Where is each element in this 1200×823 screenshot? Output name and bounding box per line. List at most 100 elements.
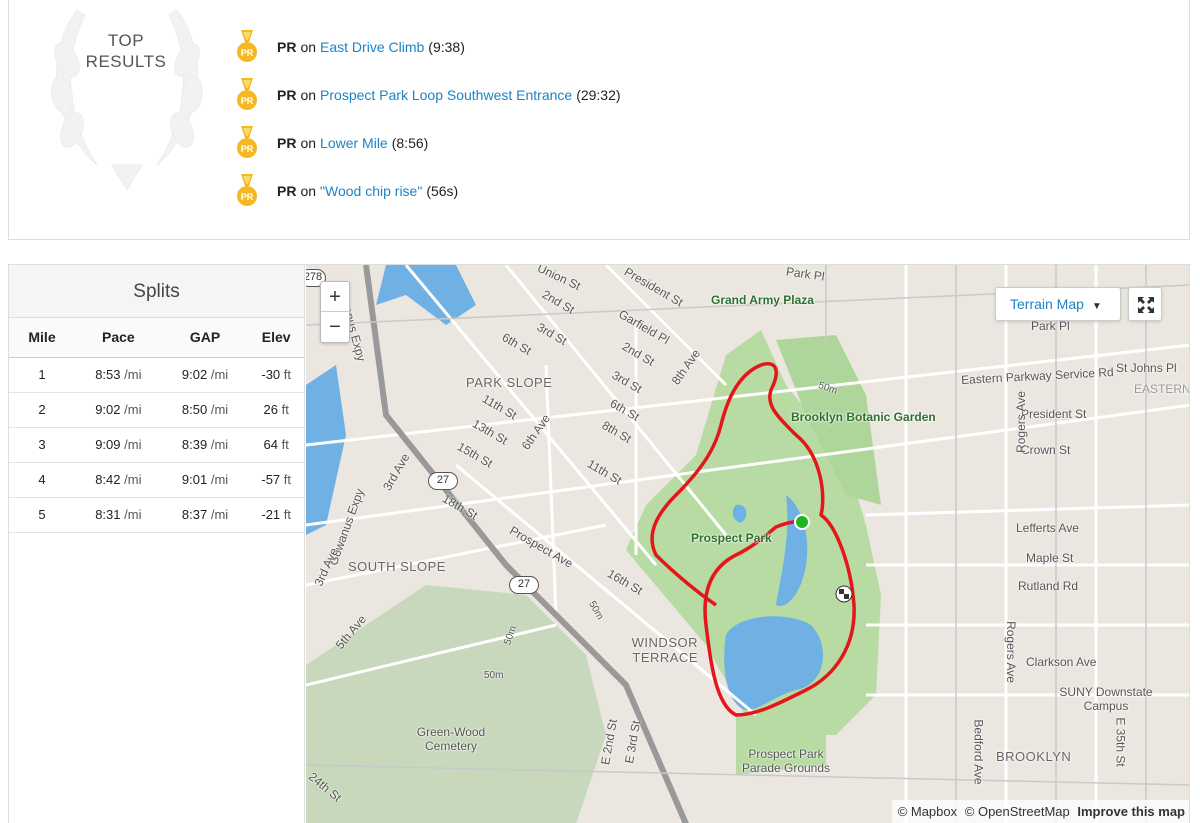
botanic-label: Brooklyn Botanic Garden [791,410,936,424]
splits-header-row: Mile Pace GAP Elev [9,318,304,358]
pr-label: PR [277,86,297,103]
zoom-out-button[interactable]: − [329,316,341,338]
top-results-list: PR PR on East Drive Climb (9:38) PR PR o… [237,30,621,222]
start-marker [794,514,810,530]
parade-label: Prospect Park Parade Grounds [741,747,831,775]
pace-cell: 9:02 /mi [75,392,162,428]
on-text: on [300,182,317,199]
rogers2-label: Rogers Ave [1003,621,1018,683]
table-row: 1 8:53 /mi 9:02 /mi -30 ft [9,357,304,393]
col-mile: Mile [9,318,75,358]
windsor-label: WINDSOR TERRACE [631,635,698,665]
pr-medal-icon: PR [237,126,257,158]
improve-map-link[interactable]: Improve this map [1077,804,1185,819]
svg-text:PR: PR [241,48,254,58]
park-pl-label: Park Pl [1031,319,1070,333]
mile-cell: 2 [9,392,75,428]
pr-medal-icon: PR [237,174,257,206]
col-gap: GAP [161,318,249,358]
mapbox-attribution[interactable]: © Mapbox [897,804,958,819]
pace-cell: 8:31 /mi [75,497,162,533]
mile-cell: 3 [9,427,75,463]
crown-label: Crown St [1021,443,1071,457]
zoom-in-button[interactable]: + [321,282,349,312]
gap-cell: 8:50 /mi [161,392,249,428]
brooklyn-label: BROOKLYN [996,749,1072,764]
clarkson-label: Clarkson Ave [1026,655,1097,669]
elev-cell: -30 ft [248,357,304,393]
splits-panel: Splits Mile Pace GAP Elev 1 8:53 /mi 9:0… [9,265,305,823]
top-result-item: PR PR on Prospect Park Loop Southwest En… [237,78,621,111]
suny-label: SUNY Downstate Campus [1059,685,1153,713]
osm-attribution[interactable]: © OpenStreetMap [964,804,1070,819]
zoom-control: + − [320,281,350,343]
prospect-park-label: Prospect Park [691,531,772,545]
segment-link[interactable]: Lower Mile [320,134,388,151]
segment-link[interactable]: "Wood chip rise" [320,182,423,199]
map-type-label: Terrain Map [1010,296,1084,312]
table-row: 5 8:31 /mi 8:37 /mi -21 ft [9,497,304,533]
pace-cell: 8:42 /mi [75,462,162,498]
top-results-card: TOP RESULTS PR PR on East Drive Climb (9… [8,0,1190,240]
svg-text:PR: PR [241,192,254,202]
pr-medal-icon: PR [237,78,257,110]
elev-cell: -57 ft [248,462,304,498]
rogers-label: Rogers Ave [1013,391,1028,453]
contour-50m-label: 50m [484,670,504,681]
park-slope-label: PARK SLOPE [466,375,553,390]
st-johns-label: St Johns Pl [1116,361,1177,375]
pace-cell: 8:53 /mi [75,357,162,393]
mile-cell: 5 [9,497,75,533]
eastern-park-label: EASTERN PARKWAY [1134,382,1190,396]
svg-text:PR: PR [241,144,254,154]
gap-cell: 8:37 /mi [161,497,249,533]
splits-map-section: Splits Mile Pace GAP Elev 1 8:53 /mi 9:0… [8,264,1190,823]
route-27-shield: 27 [428,472,458,490]
rutland-label: Rutland Rd [1018,579,1079,593]
top-result-item: PR PR on East Drive Climb (9:38) [237,30,621,63]
segment-time: (56s) [426,182,459,199]
fullscreen-button[interactable] [1128,287,1162,321]
bedford-label: Bedford Ave [971,719,986,785]
mile-cell: 4 [9,462,75,498]
table-row: 4 8:42 /mi 9:01 /mi -57 ft [9,462,304,498]
gap-cell: 8:39 /mi [161,427,249,463]
gap-cell: 9:01 /mi [161,462,249,498]
top-results-title-line2: RESULTS [85,52,167,71]
route-map[interactable]: Grand Army Plaza Brooklyn Botanic Garden… [306,265,1190,823]
segment-time: (29:32) [576,86,621,103]
col-pace: Pace [75,318,162,358]
caret-down-icon: ▼ [1091,301,1102,312]
on-text: on [300,134,317,151]
table-row: 2 9:02 /mi 8:50 /mi 26 ft [9,392,304,428]
south-slope-label: SOUTH SLOPE [348,559,446,574]
map-type-dropdown[interactable]: Terrain Map ▼ [995,287,1121,321]
on-text: on [300,86,317,103]
segment-link[interactable]: Prospect Park Loop Southwest Entrance [320,86,573,103]
svg-text:PR: PR [241,96,254,106]
e35-label: E 35th St [1113,717,1128,767]
route-27-shield: 27 [509,576,539,594]
pr-medal-icon: PR [237,30,257,62]
president-label: President St [1021,407,1087,421]
grand-army-label: Grand Army Plaza [711,293,814,307]
table-row: 3 9:09 /mi 8:39 /mi 64 ft [9,427,304,463]
map-base [306,265,1189,823]
pr-label: PR [277,38,297,55]
pr-label: PR [277,134,297,151]
maple-label: Maple St [1026,551,1074,565]
segment-time: (9:38) [428,38,465,55]
gap-cell: 9:02 /mi [161,357,249,393]
map-attribution: © Mapbox © OpenStreetMap Improve this ma… [891,800,1189,823]
splits-table: Mile Pace GAP Elev 1 8:53 /mi 9:02 /mi -… [9,318,304,533]
segment-time: (8:56) [391,134,429,151]
top-results-title-line1: TOP [107,31,145,50]
laurel-wreath-icon [51,9,203,191]
segment-link[interactable]: East Drive Climb [320,38,425,55]
lefferts-label: Lefferts Ave [1016,521,1079,535]
on-text: on [300,38,317,55]
finish-marker [835,585,853,603]
pr-label: PR [277,182,297,199]
elev-cell: 64 ft [248,427,304,463]
elev-cell: 26 ft [248,392,304,428]
